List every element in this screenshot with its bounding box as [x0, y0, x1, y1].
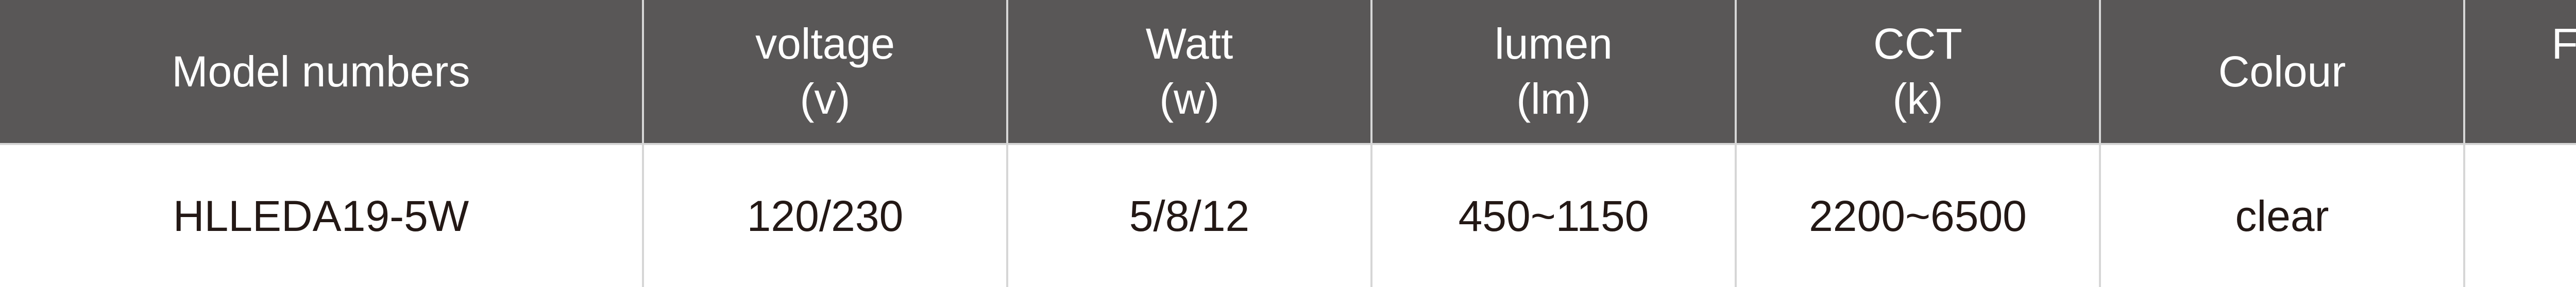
data-cell-colour: clear [2101, 145, 2465, 287]
data-cell-filaments-count: 4 [2465, 145, 2576, 287]
header-cell-model-numbers: Model numbers [0, 0, 644, 145]
data-cell-lumen: 450~1150 [1372, 145, 1737, 287]
header-cell-filaments-count: Filaments Count [2465, 0, 2576, 145]
data-cell-voltage: 120/230 [644, 145, 1008, 287]
data-cell-watt: 5/8/12 [1008, 145, 1372, 287]
header-cell-cct: CCT (k) [1737, 0, 2101, 145]
data-cell-model-numbers: HLLEDA19-5W [0, 145, 644, 287]
data-cell-cct: 2200~6500 [1737, 145, 2101, 287]
header-cell-colour: Colour [2101, 0, 2465, 145]
header-cell-voltage: voltage (v) [644, 0, 1008, 145]
header-cell-lumen: lumen (lm) [1372, 0, 1737, 145]
header-cell-watt: Watt (w) [1008, 0, 1372, 145]
